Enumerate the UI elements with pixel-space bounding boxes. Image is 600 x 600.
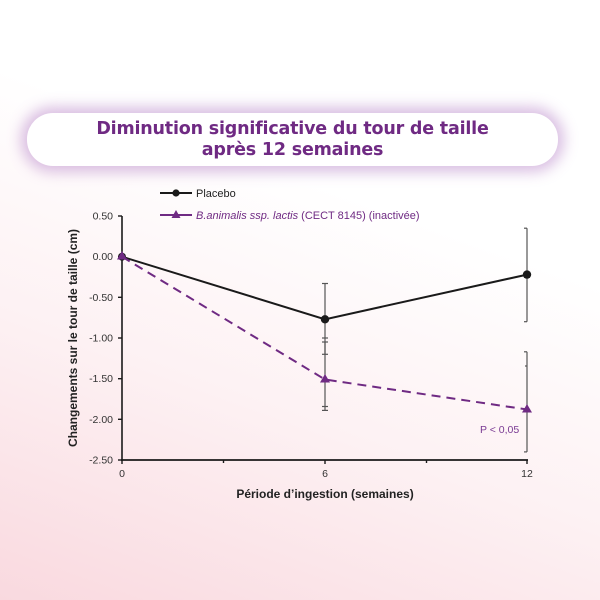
legend: Placebo B.animalis ssp. lactis (CECT 814… xyxy=(160,188,420,222)
y-tick-label: -2.50 xyxy=(89,455,113,467)
p-value-annotation: P < 0,05 xyxy=(480,424,519,436)
y-axis-title: Changements sur le tour de taille (cm) xyxy=(66,229,80,447)
triangle-marker-icon xyxy=(171,210,181,218)
y-tick-label: 0.00 xyxy=(93,251,114,263)
x-axis: 0 6 12 Période d’ingestion (semaines) xyxy=(119,459,533,501)
y-axis: 0.50 0.00 -0.50 -1.00 -1.50 -2.00 -2.50 … xyxy=(66,211,123,467)
x-tick-label: 12 xyxy=(521,468,533,480)
error-bars xyxy=(322,227,528,453)
title-line-2: après 12 semaines xyxy=(201,139,384,160)
legend-label-placebo: Placebo xyxy=(196,188,236,200)
data-point xyxy=(117,251,127,260)
data-point xyxy=(522,270,532,279)
x-tick-label: 0 xyxy=(119,468,125,480)
y-tick-label: -2.00 xyxy=(89,414,113,426)
series-treatment xyxy=(117,251,532,413)
title-banner: Diminution significative du tour de tail… xyxy=(27,113,558,166)
y-tick-label: -1.50 xyxy=(89,373,113,385)
data-point xyxy=(320,315,330,324)
legend-item-placebo: Placebo xyxy=(160,188,236,200)
x-tick-label: 6 xyxy=(322,468,328,480)
circle-marker-icon xyxy=(172,189,180,197)
legend-label-treatment: B.animalis ssp. lactis (CECT 8145) (inac… xyxy=(196,210,420,222)
data-point xyxy=(522,404,532,413)
data-point xyxy=(320,374,330,383)
y-tick-label: -1.00 xyxy=(89,333,113,345)
legend-item-treatment: B.animalis ssp. lactis (CECT 8145) (inac… xyxy=(160,210,420,222)
y-tick-label: -0.50 xyxy=(89,292,113,304)
y-tick-label: 0.50 xyxy=(93,211,114,223)
title-line-1: Diminution significative du tour de tail… xyxy=(96,118,489,139)
x-axis-title: Période d’ingestion (semaines) xyxy=(236,487,413,501)
